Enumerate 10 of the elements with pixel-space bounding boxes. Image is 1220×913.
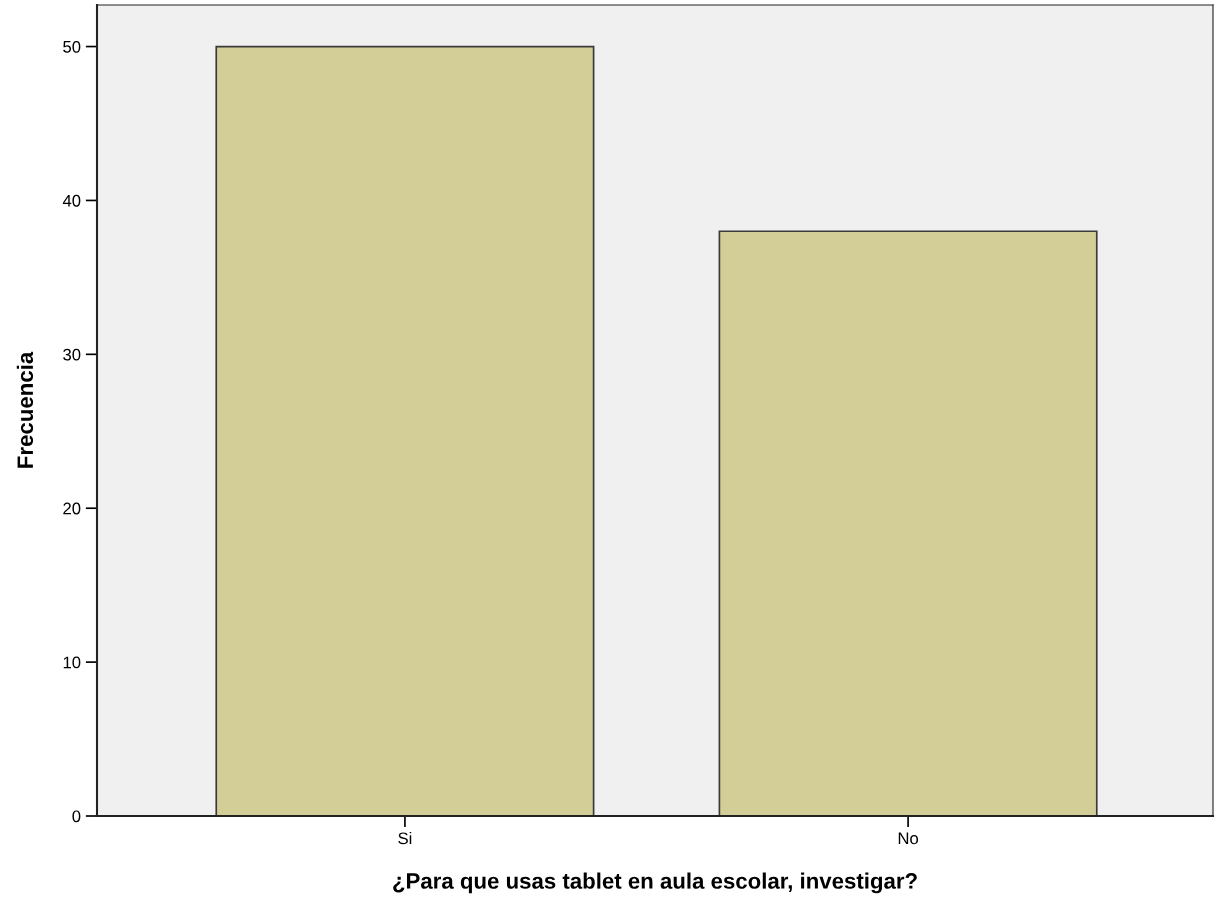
y-tick-label: 50: [63, 40, 81, 53]
y-tick-label: 20: [63, 502, 81, 515]
y-tick-label: 40: [62, 194, 81, 207]
y-axis-title: Frecuencia: [16, 351, 34, 468]
y-tick-label: 30: [63, 348, 81, 361]
x-tick-label: Si: [398, 831, 412, 845]
x-axis-title: ¿Para que usas tablet en aula escolar, investigar?: [393, 872, 917, 894]
x-tick-label: No: [898, 832, 919, 845]
y-tick-label: 0: [72, 810, 81, 823]
y-tick-label: 10: [63, 656, 81, 669]
